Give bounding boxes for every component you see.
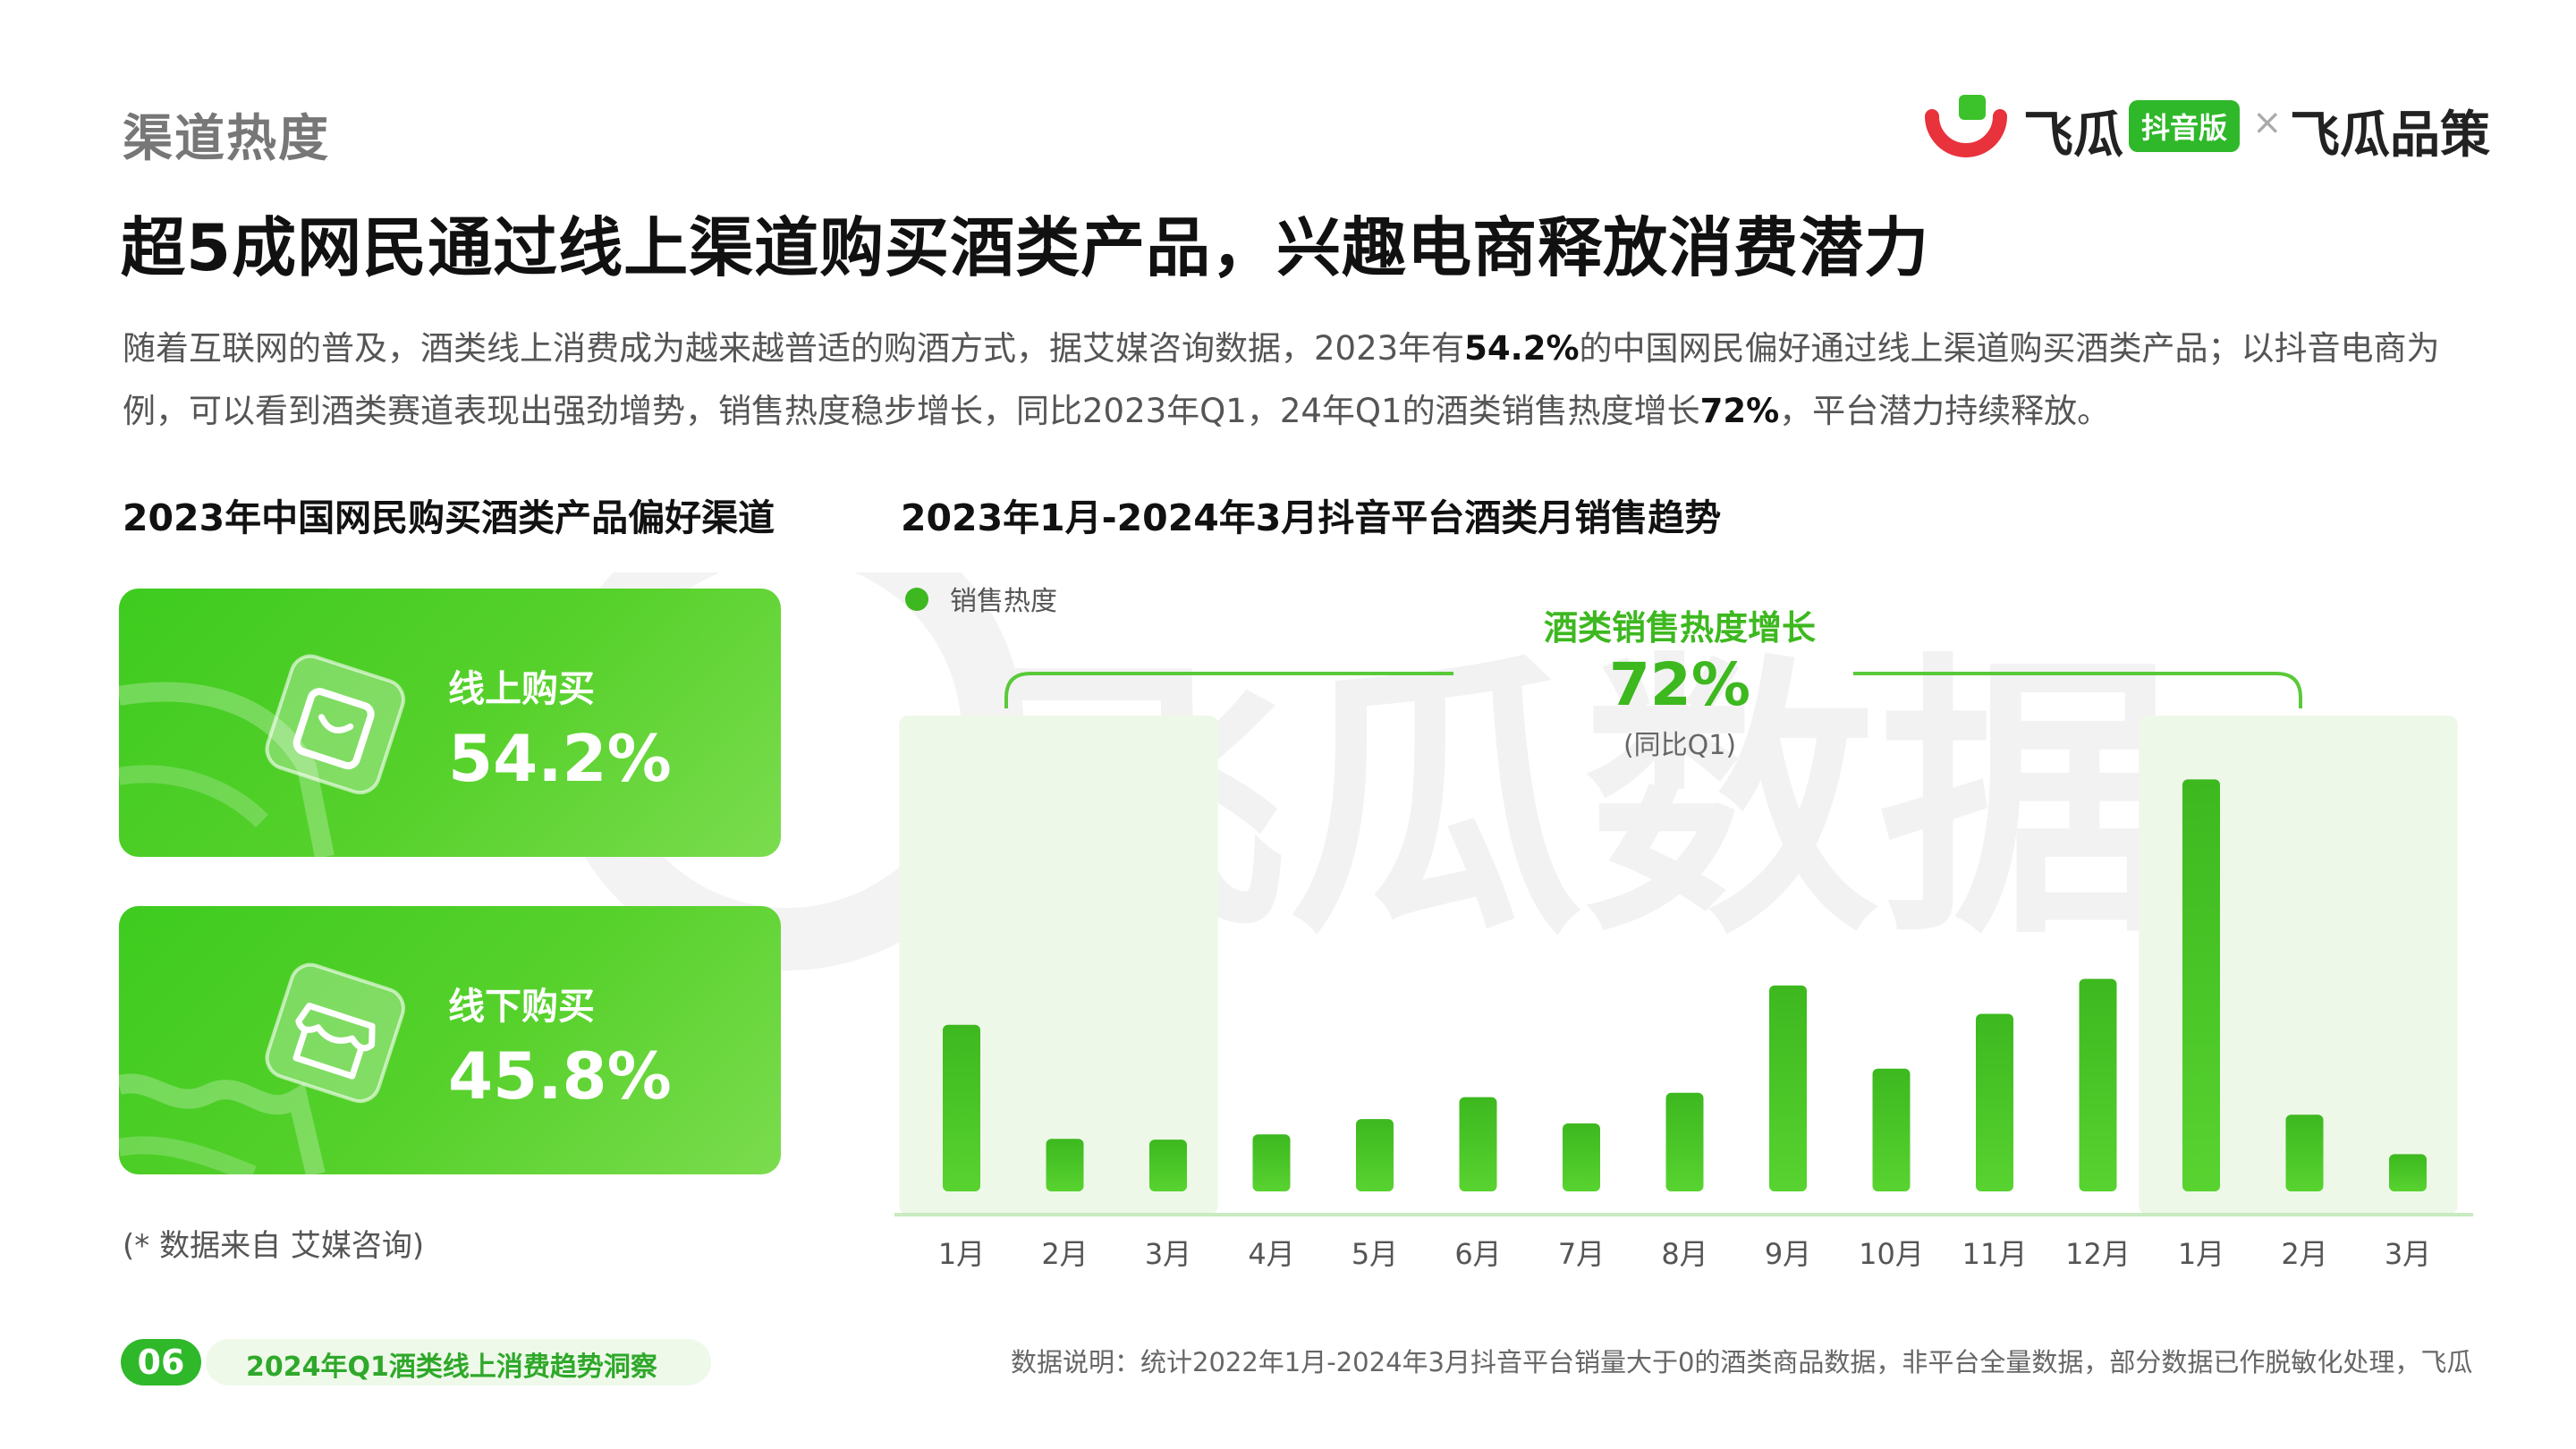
annotation-title: 酒类销售热度增长	[1544, 608, 1816, 648]
x-tick-label: 11月	[1962, 1237, 2028, 1271]
legend-label: 销售热度	[950, 586, 1057, 617]
shopping-bag-icon	[119, 654, 405, 857]
footer-pill	[206, 1339, 711, 1385]
card-label: 线下购买	[448, 985, 595, 1028]
card-value: 54.2%	[448, 721, 672, 796]
bar-8	[1769, 985, 1807, 1191]
x-tick-label: 5月	[1352, 1237, 1398, 1271]
annotation-value: 72%	[1609, 650, 1750, 719]
brand-name-2: 飞瓜品策	[2290, 106, 2490, 165]
x-tick-label: 2月	[2281, 1237, 2327, 1271]
page-title: 超5成网民通过线上渠道购买酒类产品，兴趣电商释放消费潜力	[121, 210, 1930, 285]
section-label: 渠道热度	[123, 110, 330, 168]
bar-12	[2182, 779, 2220, 1191]
x-tick-label: 1月	[938, 1237, 985, 1271]
x-tick-label: 2月	[1041, 1237, 1088, 1271]
footer-data-note: 数据说明：统计2022年1月-2024年3月抖音平台销量大于0的酒类商品数据，非…	[1011, 1347, 2473, 1377]
bar-2	[1149, 1140, 1187, 1191]
brand-name: 飞瓜	[2023, 106, 2123, 165]
brand-logo: 飞瓜 抖音版 × 飞瓜品策	[1923, 89, 2496, 165]
x-tick-label: 8月	[1661, 1237, 1707, 1271]
bar-7	[1665, 1092, 1704, 1191]
x-tick-label: 4月	[1248, 1237, 1294, 1271]
growth-annotation: 酒类销售热度增长 72% (同比Q1)	[1004, 608, 2302, 761]
channel-card-offline: 线下购买 45.8%	[119, 906, 781, 1174]
brand-separator: ×	[2252, 102, 2283, 143]
x-tick-label: 1月	[2178, 1237, 2224, 1271]
storefront-icon	[119, 962, 405, 1174]
x-tick-label: 9月	[1765, 1237, 1811, 1271]
x-tick-label: 3月	[2385, 1237, 2431, 1271]
bar-3	[1252, 1134, 1291, 1191]
data-source-note: (* 数据来自 艾媒咨询)	[123, 1228, 425, 1264]
channel-card-online: 线上购买 54.2%	[119, 589, 781, 857]
bar-14	[2389, 1154, 2427, 1191]
intro-text-2: 的中国网民偏好通过线上渠道购买酒类产品；以抖音电商为例，可以看到酒类赛道表现出强…	[123, 329, 2440, 430]
chart-title: 2023年1月-2024年3月抖音平台酒类月销售趋势	[901, 496, 1722, 539]
bar-5	[1459, 1097, 1497, 1191]
card-label: 线上购买	[448, 667, 595, 710]
x-tick-label: 12月	[2065, 1237, 2131, 1271]
bar-0	[943, 1024, 980, 1191]
intro-text-3: ，平台潜力持续释放。	[1779, 392, 2111, 430]
x-tick-label: 6月	[1454, 1237, 1501, 1271]
bar-1	[1046, 1139, 1084, 1191]
intro-paragraph: 随着互联网的普及，酒类线上消费成为越来越普适的购酒方式，据艾媒咨询数据，2023…	[123, 318, 2484, 443]
x-tick-label: 3月	[1145, 1237, 1191, 1271]
card-value: 45.8%	[448, 1038, 672, 1114]
legend-marker	[905, 588, 928, 611]
left-chart-title: 2023年中国网民购买酒类产品偏好渠道	[123, 496, 775, 539]
x-tick-label: 10月	[1859, 1237, 1924, 1271]
bar-9	[1872, 1068, 1911, 1191]
feigua-logo-icon	[1925, 95, 2007, 157]
bar-13	[2285, 1114, 2324, 1191]
page-number: 06	[121, 1339, 201, 1385]
intro-highlight-growth: 72%	[1699, 392, 1780, 430]
sales-heat-bar-chart: 销售热度 酒类销售热度增长 72% (同比Q1) 1月 2月 3月 4月 5月 6月 7月 8…	[894, 586, 2473, 1271]
bar-6	[1563, 1123, 1600, 1191]
intro-text-1: 随着互联网的普及，酒类线上消费成为越来越普适的购酒方式，据艾媒咨询数据，2023…	[123, 329, 1465, 368]
brand-badge: 抖音版	[2129, 100, 2241, 152]
bar-4	[1356, 1119, 1394, 1191]
bar-11	[2079, 979, 2117, 1191]
x-tick-label: 7月	[1558, 1237, 1605, 1271]
bar-10	[1976, 1013, 2013, 1191]
annotation-note: (同比Q1)	[1623, 730, 1736, 761]
report-title: 2024年Q1酒类线上消费趋势洞察	[246, 1352, 657, 1383]
intro-highlight-online: 54.2%	[1464, 329, 1580, 368]
